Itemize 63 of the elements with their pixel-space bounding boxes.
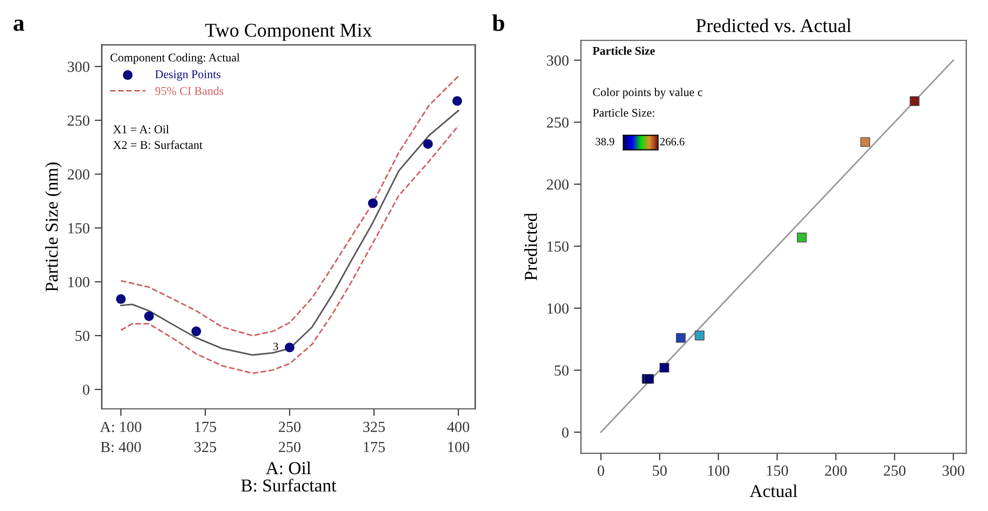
x2-tick-label: B: 400 bbox=[100, 442, 141, 452]
point bbox=[191, 326, 202, 336]
x-tick-label: 0 bbox=[598, 466, 604, 476]
point bbox=[644, 374, 654, 384]
x-axis-title: A: Oil bbox=[266, 462, 311, 474]
x-tick-label: 50 bbox=[652, 466, 667, 476]
y-axis-title: Particle Size (nm) bbox=[45, 162, 62, 292]
y-tick-label: 200 bbox=[68, 169, 90, 180]
legend-title: Component Coding: Actual bbox=[110, 53, 240, 64]
annotation: X1 = A: Oil X2 = B: Surfactant bbox=[113, 125, 203, 149]
y-tick-label: 250 bbox=[68, 115, 90, 126]
x-tick-label: A: 100 bbox=[100, 422, 142, 432]
x2-tick-label: 175 bbox=[364, 442, 385, 452]
y-tick-label: 300 bbox=[68, 62, 90, 72]
point bbox=[796, 232, 807, 242]
x-tick-label: 325 bbox=[363, 422, 385, 432]
point bbox=[144, 311, 154, 322]
x2-tick-label: 250 bbox=[278, 442, 300, 452]
x2-tick-label: 325 bbox=[194, 442, 216, 452]
point bbox=[676, 333, 686, 343]
y-axis-title: Predicted bbox=[524, 212, 537, 280]
point bbox=[452, 96, 462, 106]
text: a bbox=[14, 20, 24, 31]
point bbox=[423, 139, 433, 149]
x-tick-label: 150 bbox=[767, 466, 788, 476]
y-tick-label: 150 bbox=[68, 223, 90, 234]
point bbox=[116, 294, 126, 304]
annotation: Particle Size bbox=[592, 46, 655, 55]
point bbox=[368, 198, 378, 208]
x-tick-label: 200 bbox=[825, 466, 847, 476]
point bbox=[694, 330, 704, 340]
x-axis-title: Actual bbox=[750, 484, 798, 498]
x-tick-label: 300 bbox=[942, 466, 964, 476]
y-tick-label: 150 bbox=[548, 241, 569, 252]
annotation: Color points by value c bbox=[592, 88, 702, 99]
y-tick-label: 300 bbox=[546, 55, 569, 66]
chart-title: Predicted vs. Actual bbox=[696, 18, 852, 32]
point bbox=[660, 362, 670, 373]
y-tick-label: 50 bbox=[554, 365, 569, 376]
x-tick-label: 100 bbox=[708, 466, 730, 476]
point bbox=[284, 342, 294, 352]
x-tick-label: 250 bbox=[884, 466, 906, 476]
chart-title: Two Component Mix bbox=[205, 24, 372, 41]
text: b bbox=[492, 14, 504, 31]
x-tick-label: 175 bbox=[195, 422, 216, 432]
annotation: 266.6 bbox=[660, 138, 684, 146]
y-tick-label: 100 bbox=[68, 276, 90, 288]
y-tick-label: 100 bbox=[548, 303, 569, 314]
point bbox=[860, 137, 870, 147]
x-tick-label: 400 bbox=[447, 422, 470, 432]
y-tick-label: 50 bbox=[76, 330, 90, 342]
annotation: 38.9 bbox=[596, 138, 614, 146]
x-tick-label: 250 bbox=[278, 422, 300, 432]
y-tick-label: 200 bbox=[546, 179, 569, 190]
x2-tick-label: 100 bbox=[448, 442, 470, 452]
annotation: 3 bbox=[273, 342, 278, 350]
point bbox=[910, 96, 920, 106]
y-tick-label: 250 bbox=[546, 117, 569, 128]
x2-axis-title: B: Surfactant bbox=[241, 478, 336, 492]
legend-label: Design Points bbox=[155, 70, 220, 81]
y-tick-label: 0 bbox=[82, 384, 90, 395]
legend-label: 95% CI Bands bbox=[155, 86, 224, 96]
color-bar-title: Particle Size: bbox=[592, 108, 654, 117]
